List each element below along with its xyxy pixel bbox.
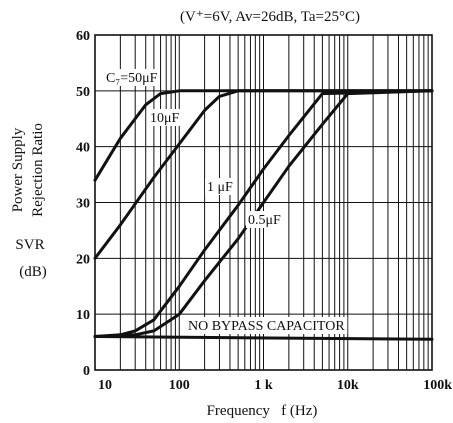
x-tick-labels: 10 100 1 k 10k 100k: [98, 378, 452, 393]
y-tick-label: 10: [76, 308, 90, 323]
curve-10uf: [93, 89, 434, 260]
annotation-bg: [148, 109, 182, 126]
series-curves: [93, 89, 434, 341]
y-tick-label: 20: [76, 252, 90, 267]
y-axis-label-unit: (dB): [19, 264, 47, 280]
annotation-label: 0.5μF: [248, 213, 281, 228]
x-tick-label: 100: [169, 378, 190, 393]
annotation-label: 1 μF: [207, 180, 233, 195]
annotation-bg: [104, 69, 160, 86]
y-tick-label: 40: [76, 141, 90, 156]
y-axis-label-svr: SVR: [15, 237, 44, 253]
y-tick-label: 30: [76, 197, 90, 212]
curve-annotations: C₇=50μF 10μF 1 μF 0.5μF NO BYPASS CAPACITOR: [104, 69, 348, 334]
y-axis-label-line2: Rejection Ratio: [30, 123, 46, 217]
annotation-bg: [186, 317, 348, 334]
x-tick-label: 100k: [423, 378, 452, 393]
y-tick-label: 60: [76, 29, 90, 44]
y-tick-label: 50: [76, 85, 90, 100]
annotation-label: NO BYPASS CAPACITOR: [188, 319, 345, 334]
curve-50uf: [93, 89, 434, 182]
annotation-label: C₇=50μF: [106, 71, 158, 86]
x-tick-label: 1 k: [254, 378, 273, 393]
x-axis-label: Frequency f (Hz): [207, 403, 318, 419]
annotation-bg: [205, 178, 236, 195]
x-tick-label: 10: [98, 378, 112, 393]
x-tick-label: 10k: [337, 378, 359, 393]
annotation-label: 10μF: [150, 111, 180, 126]
curve-1uf: [93, 89, 434, 338]
plot-frame: [94, 34, 433, 371]
y-tick-labels: 0 10 20 30 40 50 60: [76, 29, 90, 379]
y-tick-label: 0: [83, 364, 90, 379]
annotation-bg: [246, 211, 284, 228]
y-axis-label-line1: Power Supply: [10, 127, 26, 212]
curve-0-5uf: [93, 89, 434, 338]
chart-title: (V⁺=6V, Av=26dB, Ta=25°C): [180, 9, 360, 25]
curve-no-bypass: [93, 335, 434, 341]
